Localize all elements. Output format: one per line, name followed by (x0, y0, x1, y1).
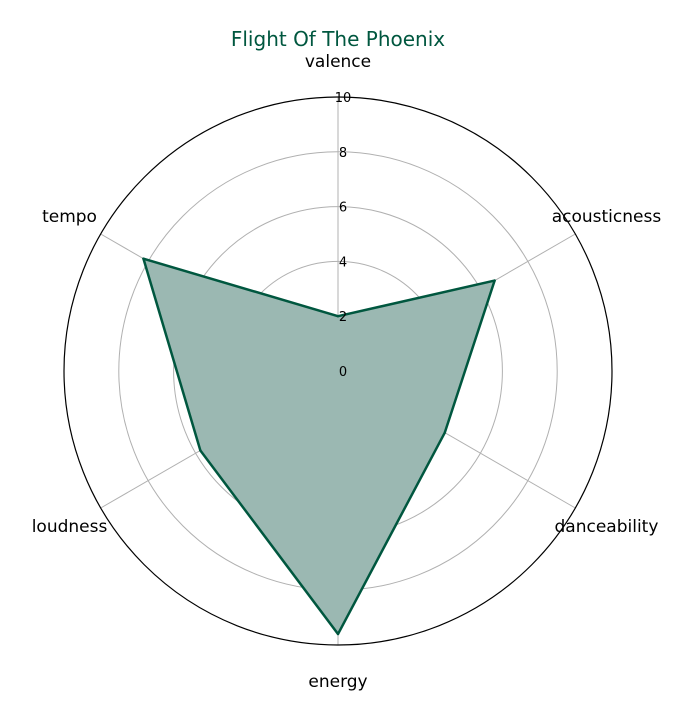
r-tick-8: 8 (339, 146, 347, 161)
outer-circle (63, 96, 613, 646)
data-point-valence (336, 315, 340, 318)
series-area-0 (142, 257, 496, 636)
r-tick-2: 2 (339, 310, 347, 325)
axis-label-loudness: loudness (32, 517, 108, 537)
radial-tick-labels: 0 2 4 6 8 10 (335, 91, 352, 380)
axis-label-danceability: danceability (555, 517, 659, 537)
data-point-tempo (142, 257, 145, 260)
data-point-acousticness (493, 279, 496, 282)
axis-label-acousticness: acousticness (552, 207, 662, 227)
r-tick-6: 6 (339, 201, 347, 216)
r-tick-10: 10 (335, 91, 352, 106)
data-point-energy (336, 632, 340, 636)
radar-series-layer (142, 257, 496, 636)
chart-title: Flight Of The Phoenix (231, 27, 445, 51)
axis-label-tempo: tempo (42, 207, 97, 227)
axis-labels: valence acousticness danceability energy lou… (32, 52, 662, 692)
axis-label-valence: valence (305, 52, 371, 72)
data-point-danceability (443, 431, 446, 434)
radar-outline-layer (63, 96, 613, 646)
r-tick-4: 4 (339, 255, 347, 270)
data-point-loudness (199, 449, 202, 452)
r-tick-0: 0 (339, 365, 347, 380)
axis-label-energy: energy (308, 672, 367, 692)
